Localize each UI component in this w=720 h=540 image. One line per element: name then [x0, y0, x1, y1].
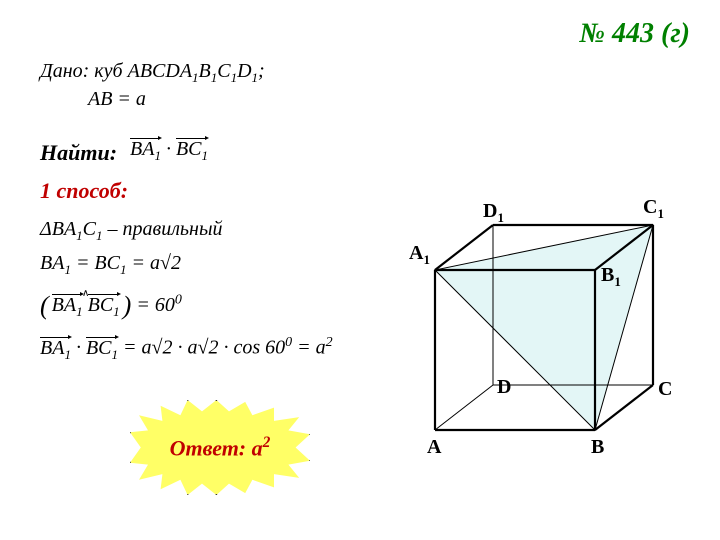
problem-number: № 443 (г) [579, 18, 690, 50]
cube-svg [395, 180, 695, 480]
s4a: BA [40, 337, 64, 359]
s2b: = BC [71, 252, 120, 274]
given-line-1: Дано: куб ABCDA1B1C1D1; [40, 60, 265, 86]
label-a1: A1 [409, 242, 430, 268]
g1d: D [237, 60, 251, 82]
s4d: = a [292, 337, 326, 359]
s1c: – правильный [103, 218, 223, 240]
s3c: = 60 [131, 294, 175, 316]
step-4: BA1 · BC1 = a√2 · a√2 · cos 600 = a2 [40, 335, 333, 363]
given-line-2: AB = a [88, 88, 146, 111]
s4c: = a√2 · a√2 · cos 60 [118, 337, 285, 359]
find-expression: BA1 · BC1 [130, 138, 208, 164]
answer-text: Ответ: a2 [170, 434, 271, 461]
s3b: BC [88, 294, 114, 316]
s1b: C [83, 218, 96, 240]
label-b: B [591, 436, 604, 459]
s2c: = a√2 [127, 252, 181, 274]
step-2: BA1 = BC1 = a√2 [40, 252, 181, 278]
s3a: BA [52, 294, 76, 316]
g1s: ; [258, 60, 265, 82]
label-b1: B1 [601, 264, 621, 290]
label-c: C [658, 378, 672, 401]
find-label: Найти: [40, 140, 117, 166]
label-c1: C1 [643, 196, 664, 222]
method-label: 1 способ: [40, 178, 128, 204]
burst-shape: Ответ: a2 [130, 400, 310, 495]
g1b: B [199, 60, 211, 82]
s4b: BC [86, 337, 112, 359]
label-d: D [497, 376, 511, 399]
s1a: ΔBA [40, 218, 76, 240]
step-3: (∧BA1 BC1) = 600 [40, 288, 182, 320]
s2a: BA [40, 252, 64, 274]
step-1: ΔBA1C1 – правильный [40, 218, 223, 244]
ans-p: Ответ: a [170, 435, 263, 460]
label-d1: D1 [483, 200, 504, 226]
answer-burst: Ответ: a2 [130, 400, 310, 495]
cube-diagram: A B C D A1 B1 C1 D1 [395, 180, 695, 480]
g1c: C [217, 60, 230, 82]
label-a: A [427, 436, 441, 459]
given-prefix: Дано: куб ABCDA [40, 60, 192, 82]
